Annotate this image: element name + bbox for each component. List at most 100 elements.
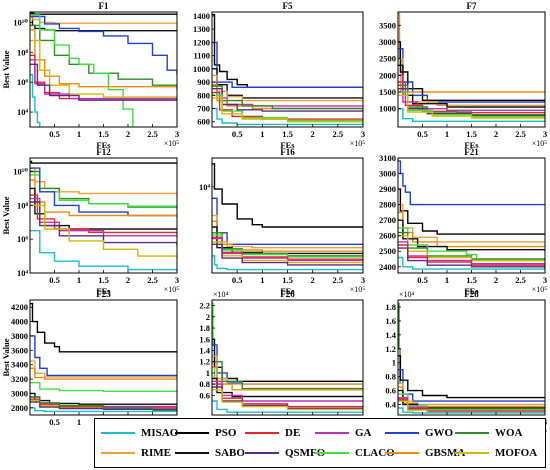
y-tick-label: 2800 — [379, 200, 396, 210]
x-tick-label: 0.5 — [232, 275, 243, 285]
y-tick-label: 1400 — [193, 11, 210, 21]
legend-swatch — [455, 432, 489, 434]
x-tick-label: 3 — [543, 275, 547, 285]
y-tick-label: 2800 — [11, 403, 28, 413]
y-tick-label: 2600 — [379, 231, 396, 241]
x-tick-label: 1 — [77, 129, 81, 139]
y-tick-label: 1 — [206, 368, 210, 378]
series-line-gbsma — [30, 29, 177, 89]
y-tick-label: 10⁴ — [17, 268, 29, 278]
legend-label: GBSMA — [425, 447, 466, 459]
series-line-mofoa — [398, 400, 545, 413]
series-line-misao — [398, 256, 545, 270]
y-tick-label: 1.6 — [199, 334, 210, 344]
series-line-sabo — [212, 377, 363, 398]
legend-item-woa: WOA — [455, 425, 523, 441]
y-tick-label: 1500 — [379, 87, 396, 97]
x-scale-label: ×10⁵ — [164, 139, 180, 148]
series-line-mofoa — [30, 39, 177, 98]
y-tick-label: 3000 — [379, 169, 396, 179]
x-tick-label: 1.5 — [282, 129, 293, 139]
chart-panel-f28: F280.511.522.530.40.60.811.21.41.61.8FEs… — [385, 289, 547, 438]
y-tick-label: 2000 — [379, 70, 396, 80]
series-line-gwo — [30, 335, 177, 377]
chart-title: F21 — [464, 147, 479, 157]
y-tick-label: 10¹⁰ — [13, 17, 28, 27]
y-tick-label: 2400 — [379, 262, 396, 272]
y-axis-label: Best Value — [1, 50, 11, 88]
x-tick-label: 1.5 — [98, 129, 109, 139]
series-line-qsmfo — [398, 247, 545, 269]
legend-item-mofoa: MOFOA — [455, 445, 537, 461]
y-tick-label: 1.6 — [385, 316, 396, 326]
y-tick-label: 0.4 — [385, 400, 396, 410]
series-line-sabo — [30, 392, 177, 405]
y-tick-label: 1 — [392, 358, 396, 368]
x-scale-label: ×10⁵ — [532, 285, 548, 294]
y-tick-label: 2 — [206, 312, 210, 322]
x-tick-label: 2 — [494, 275, 498, 285]
legend-swatch — [315, 452, 349, 454]
y-tick-label: 700 — [197, 103, 210, 113]
chart-title: F26 — [280, 289, 295, 299]
x-tick-label: 0.5 — [232, 129, 243, 139]
y-tick-label: 0.8 — [199, 379, 210, 389]
y-tick-label: 1000 — [193, 64, 210, 74]
plot-area — [212, 12, 363, 127]
y-tick-label: 2700 — [379, 215, 396, 225]
series-line-misao — [30, 407, 177, 413]
x-axis-label: FEs — [96, 286, 111, 296]
x-tick-label: 2.5 — [515, 129, 526, 139]
legend-item-gwo: GWO — [385, 425, 453, 441]
x-tick-label: 1 — [445, 129, 449, 139]
chart-panel-f21: F21 0.5 1 1.5 2 2.5 3 2400 2500 2600 2700 2800 2900 3… — [379, 147, 547, 296]
series-line-qsmfo — [30, 63, 177, 101]
series-line-gbsma — [212, 366, 363, 391]
x-tick-label: 2.5 — [333, 129, 344, 139]
legend-item-rime: RIME — [101, 445, 171, 461]
series-line-gbsma — [212, 84, 363, 110]
x-tick-label: 1 — [445, 275, 449, 285]
x-tick-label: 3 — [175, 275, 179, 285]
x-tick-label: 0.5 — [49, 417, 60, 427]
legend-swatch — [455, 452, 489, 454]
plot-area — [30, 300, 177, 415]
x-axis-label: FEs — [280, 140, 295, 150]
y-tick-label: 1.4 — [385, 330, 396, 340]
series-line-mofoa — [30, 204, 177, 258]
x-tick-label: 0.5 — [417, 129, 428, 139]
x-tick-label: 2 — [311, 275, 315, 285]
y-tick-label: 3100 — [379, 153, 396, 163]
series-line-qsmfo — [212, 243, 363, 267]
x-axis-label: FEs — [464, 140, 479, 150]
series-line-sabo — [398, 219, 545, 252]
x-tick-label: 2 — [126, 129, 130, 139]
legend-item-de: DE — [245, 425, 300, 441]
series-line-gwo — [30, 15, 177, 75]
series-line-ga — [398, 396, 545, 412]
series-line-mofoa — [212, 389, 363, 411]
series-line-misao — [212, 107, 363, 126]
x-tick-label: 0.5 — [417, 275, 428, 285]
x-axis-label: FEs — [96, 140, 111, 150]
series-line-misao — [30, 230, 177, 272]
legend-swatch — [101, 452, 135, 454]
legend-label: GWO — [425, 427, 454, 439]
chart-title: F7 — [467, 1, 477, 11]
chart-panel-f23: F230.511.522.532800300032003400360038004… — [1, 289, 179, 438]
chart-panel-f26: F260.511.522.530.60.811.21.41.61.822.2FE… — [199, 289, 365, 438]
legend-label: DE — [285, 427, 301, 439]
series-line-misao — [212, 255, 363, 271]
legend-swatch — [385, 432, 419, 434]
y-tick-label: 10¹⁰ — [13, 167, 28, 177]
legend-label: MOFOA — [495, 447, 538, 459]
legend-label: RIME — [141, 447, 171, 459]
series-line-pso — [398, 355, 545, 399]
series-line-woa — [212, 361, 363, 390]
legend-item-claco: CLACO — [315, 445, 395, 461]
y-tick-label: 3500 — [379, 20, 396, 30]
series-line-claco — [30, 382, 177, 392]
series-line-pso — [398, 41, 545, 101]
y-tick-label: 3400 — [11, 360, 28, 370]
